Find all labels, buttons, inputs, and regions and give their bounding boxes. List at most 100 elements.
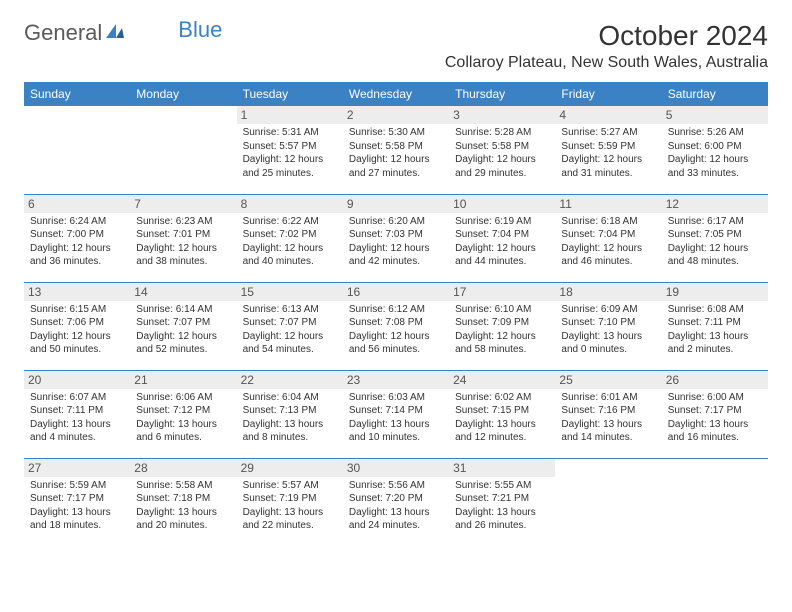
sunrise-text: Sunrise: 6:14 AM [136,303,230,317]
sunset-text: Sunset: 7:21 PM [455,492,549,506]
sunrise-text: Sunrise: 6:13 AM [243,303,337,317]
calendar-row: 27Sunrise: 5:59 AMSunset: 7:17 PMDayligh… [24,458,768,546]
daylight-text: Daylight: 12 hours and 40 minutes. [243,242,337,269]
day-number: 20 [24,371,130,389]
calendar-body: 1Sunrise: 5:31 AMSunset: 5:57 PMDaylight… [24,106,768,546]
day-details: Sunrise: 6:17 AMSunset: 7:05 PMDaylight:… [668,215,762,269]
day-details: Sunrise: 5:59 AMSunset: 7:17 PMDaylight:… [30,479,124,533]
day-number: 11 [555,195,661,213]
header: General Blue October 2024 Collaroy Plate… [24,20,768,72]
sunrise-text: Sunrise: 6:03 AM [349,391,443,405]
day-number: 30 [343,459,449,477]
daylight-text: Daylight: 12 hours and 54 minutes. [243,330,337,357]
day-number: 3 [449,106,555,124]
day-number: 23 [343,371,449,389]
calendar-cell: 10Sunrise: 6:19 AMSunset: 7:04 PMDayligh… [449,194,555,282]
calendar-cell: 30 Sunrise: 5:56 AMSunset: 7:20 PMDayligh… [343,458,449,546]
calendar-cell: 9 Sunrise: 6:20 AMSunset: 7:03 PMDaylight… [343,194,449,282]
sunset-text: Sunset: 7:18 PM [136,492,230,506]
calendar-cell: 19Sunrise: 6:08 AMSunset: 7:11 PMDayligh… [662,282,768,370]
calendar-cell: 13Sunrise: 6:15 AMSunset: 7:06 PMDayligh… [24,282,130,370]
day-details: Sunrise: 6:14 AMSunset: 7:07 PMDaylight:… [136,303,230,357]
calendar-cell: 16Sunrise: 6:12 AMSunset: 7:08 PMDayligh… [343,282,449,370]
daylight-text: Daylight: 12 hours and 25 minutes. [243,153,337,180]
sunrise-text: Sunrise: 6:17 AM [668,215,762,229]
day-details: Sunrise: 5:56 AMSunset: 7:20 PMDaylight:… [349,479,443,533]
calendar-head: SundayMondayTuesdayWednesdayThursdayFrid… [24,82,768,106]
sunset-text: Sunset: 7:01 PM [136,228,230,242]
daylight-text: Daylight: 13 hours and 26 minutes. [455,506,549,533]
sunset-text: Sunset: 7:15 PM [455,404,549,418]
calendar-cell: 17Sunrise: 6:10 AMSunset: 7:09 PMDayligh… [449,282,555,370]
day-details: Sunrise: 6:01 AMSunset: 7:16 PMDaylight:… [561,391,655,445]
sunrise-text: Sunrise: 5:31 AM [243,126,337,140]
daylight-text: Daylight: 13 hours and 8 minutes. [243,418,337,445]
day-number: 7 [130,195,236,213]
sunrise-text: Sunrise: 5:30 AM [349,126,443,140]
calendar-cell: 29Sunrise: 5:57 AMSunset: 7:19 PMDayligh… [237,458,343,546]
sunset-text: Sunset: 7:07 PM [136,316,230,330]
day-header: Saturday [662,82,768,106]
sunset-text: Sunset: 7:02 PM [243,228,337,242]
logo: General Blue [24,20,222,46]
day-details: Sunrise: 5:30 AMSunset: 5:58 PMDaylight:… [349,126,443,180]
sunset-text: Sunset: 7:07 PM [243,316,337,330]
calendar-cell: 28Sunrise: 5:58 AMSunset: 7:18 PMDayligh… [130,458,236,546]
location: Collaroy Plateau, New South Wales, Austr… [445,54,768,72]
day-number: 9 [343,195,449,213]
day-details: Sunrise: 5:27 AMSunset: 5:59 PMDaylight:… [561,126,655,180]
day-details: Sunrise: 5:57 AMSunset: 7:19 PMDaylight:… [243,479,337,533]
sunrise-text: Sunrise: 6:06 AM [136,391,230,405]
day-number: 22 [237,371,343,389]
day-details: Sunrise: 5:58 AMSunset: 7:18 PMDaylight:… [136,479,230,533]
calendar-row: 20 Sunrise: 6:07 AMSunset: 7:11 PMDayligh… [24,370,768,458]
day-details: Sunrise: 5:31 AMSunset: 5:57 PMDaylight:… [243,126,337,180]
day-details: Sunrise: 6:07 AMSunset: 7:11 PMDaylight:… [30,391,124,445]
daylight-text: Daylight: 13 hours and 2 minutes. [668,330,762,357]
daylight-text: Daylight: 13 hours and 16 minutes. [668,418,762,445]
sunrise-text: Sunrise: 6:08 AM [668,303,762,317]
day-header: Tuesday [237,82,343,106]
calendar-cell [662,458,768,546]
sunset-text: Sunset: 7:17 PM [30,492,124,506]
day-details: Sunrise: 5:28 AMSunset: 5:58 PMDaylight:… [455,126,549,180]
daylight-text: Daylight: 12 hours and 52 minutes. [136,330,230,357]
sunset-text: Sunset: 7:14 PM [349,404,443,418]
day-number: 5 [662,106,768,124]
calendar-cell: 11 Sunrise: 6:18 AMSunset: 7:04 PMDayligh… [555,194,661,282]
calendar-cell: 23Sunrise: 6:03 AMSunset: 7:14 PMDayligh… [343,370,449,458]
calendar-row: 13Sunrise: 6:15 AMSunset: 7:06 PMDayligh… [24,282,768,370]
day-details: Sunrise: 6:18 AMSunset: 7:04 PMDaylight:… [561,215,655,269]
daylight-text: Daylight: 12 hours and 50 minutes. [30,330,124,357]
daylight-text: Daylight: 12 hours and 29 minutes. [455,153,549,180]
sunset-text: Sunset: 7:04 PM [561,228,655,242]
day-details: Sunrise: 6:20 AMSunset: 7:03 PMDaylight:… [349,215,443,269]
sunset-text: Sunset: 5:58 PM [455,140,549,154]
daylight-text: Daylight: 13 hours and 20 minutes. [136,506,230,533]
calendar-row: 1Sunrise: 5:31 AMSunset: 5:57 PMDaylight… [24,106,768,194]
sunrise-text: Sunrise: 6:19 AM [455,215,549,229]
day-number: 17 [449,283,555,301]
day-number: 15 [237,283,343,301]
sunset-text: Sunset: 7:00 PM [30,228,124,242]
daylight-text: Daylight: 12 hours and 27 minutes. [349,153,443,180]
logo-flag-icon [106,22,126,45]
calendar-cell: 27Sunrise: 5:59 AMSunset: 7:17 PMDayligh… [24,458,130,546]
calendar-cell: 6Sunrise: 6:24 AMSunset: 7:00 PMDaylight… [24,194,130,282]
daylight-text: Daylight: 12 hours and 56 minutes. [349,330,443,357]
sunset-text: Sunset: 7:17 PM [668,404,762,418]
day-number: 21 [130,371,236,389]
day-details: Sunrise: 6:06 AMSunset: 7:12 PMDaylight:… [136,391,230,445]
daylight-text: Daylight: 12 hours and 42 minutes. [349,242,443,269]
day-header: Thursday [449,82,555,106]
sunrise-text: Sunrise: 5:55 AM [455,479,549,493]
sunrise-text: Sunrise: 6:02 AM [455,391,549,405]
sunrise-text: Sunrise: 6:18 AM [561,215,655,229]
calendar-cell: 24Sunrise: 6:02 AMSunset: 7:15 PMDayligh… [449,370,555,458]
calendar-cell: 22Sunrise: 6:04 AMSunset: 7:13 PMDayligh… [237,370,343,458]
sunset-text: Sunset: 7:13 PM [243,404,337,418]
day-details: Sunrise: 6:23 AMSunset: 7:01 PMDaylight:… [136,215,230,269]
day-details: Sunrise: 6:09 AMSunset: 7:10 PMDaylight:… [561,303,655,357]
calendar-cell: 8Sunrise: 6:22 AMSunset: 7:02 PMDaylight… [237,194,343,282]
day-number: 14 [130,283,236,301]
